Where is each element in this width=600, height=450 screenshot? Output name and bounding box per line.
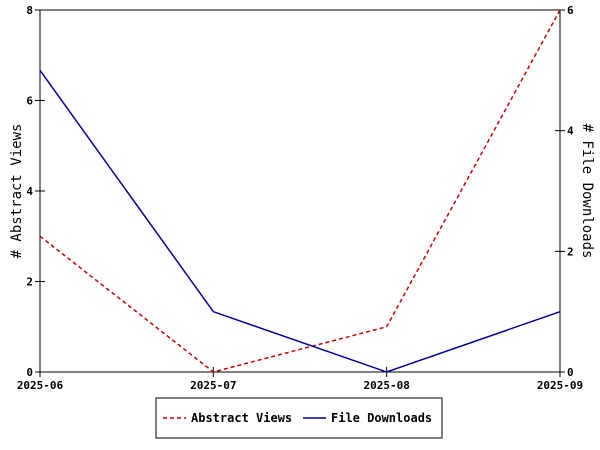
- legend-label-abstract-views: Abstract Views: [191, 411, 292, 425]
- left-tick-label: 6: [26, 95, 33, 108]
- series-layer: [39, 9, 561, 373]
- right-tick-label: 0: [567, 366, 574, 379]
- x-tick-label: 2025-06: [17, 379, 64, 392]
- left-tick-label: 4: [26, 185, 33, 198]
- x-tick-label: 2025-07: [190, 379, 236, 392]
- plot-frame: [39, 9, 561, 373]
- x-tick-label: 2025-08: [363, 379, 409, 392]
- right-tick-label: 6: [567, 4, 574, 17]
- right-tick-label: 4: [567, 125, 574, 138]
- left-axis: 0 2 4 6 8: [26, 4, 45, 379]
- x-axis: 2025-06 2025-07 2025-08 2025-09: [17, 367, 583, 392]
- right-tick-label: 2: [567, 245, 574, 258]
- series-line-abstract-views: [39, 9, 561, 373]
- legend: Abstract Views File Downloads: [155, 397, 443, 439]
- legend-label-file-downloads: File Downloads: [331, 411, 432, 425]
- series-line-file-downloads: [39, 69, 561, 373]
- right-axis-title: # File Downloads: [579, 124, 595, 259]
- left-axis-title: # Abstract Views: [9, 124, 25, 259]
- left-tick-label: 8: [26, 4, 33, 17]
- left-tick-label: 2: [26, 276, 33, 289]
- legend-box: [155, 397, 443, 439]
- x-tick-label: 2025-09: [537, 379, 583, 392]
- left-tick-label: 0: [26, 366, 33, 379]
